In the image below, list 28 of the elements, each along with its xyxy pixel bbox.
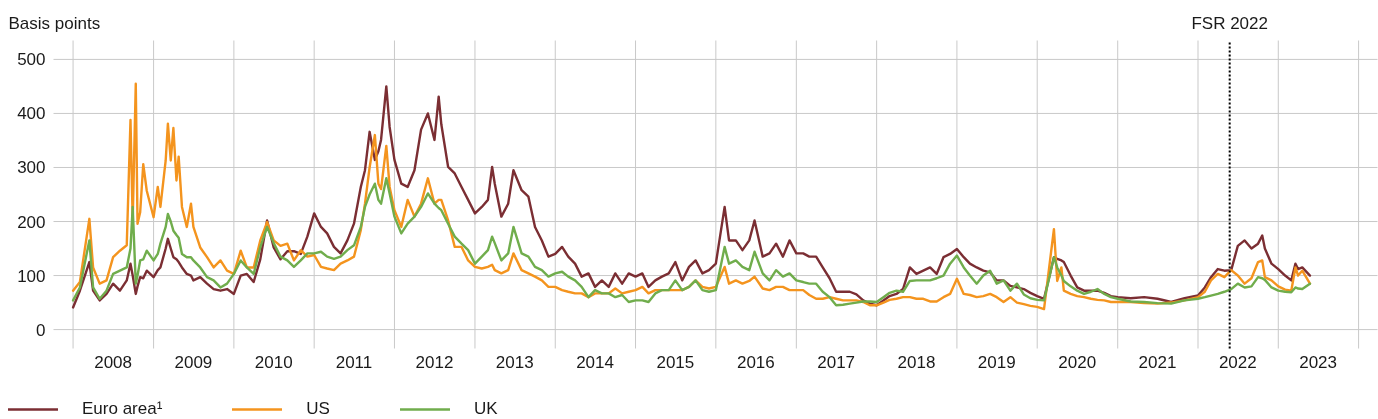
x-tick-label: 2009 — [174, 352, 213, 372]
x-tick-label: 2019 — [977, 352, 1016, 372]
y-axis-title: Basis points — [8, 13, 101, 33]
y-tick-label: 300 — [17, 158, 46, 178]
ref-line-label: FSR 2022 — [1191, 13, 1268, 33]
legend-label: UK — [473, 399, 498, 419]
legend-label: Euro area¹ — [82, 399, 163, 419]
x-tick-label: 2014 — [576, 352, 614, 372]
x-tick-label: 2011 — [335, 352, 373, 372]
x-tick-label: 2012 — [415, 352, 454, 372]
y-tick-label: 100 — [17, 266, 46, 286]
x-tick-label: 2021 — [1138, 352, 1177, 372]
x-tick-label: 2017 — [817, 352, 856, 372]
line-series — [71, 177, 1312, 307]
y-tick-label: 400 — [17, 104, 46, 124]
legend-label: US — [306, 399, 330, 419]
x-tick-label: 2008 — [94, 352, 133, 372]
x-tick-label: 2022 — [1218, 352, 1257, 372]
x-tick-label: 2018 — [897, 352, 936, 372]
y-tick-label: 200 — [17, 212, 46, 232]
x-tick-label: 2023 — [1299, 352, 1338, 372]
x-tick-label: 2020 — [1058, 352, 1097, 372]
x-tick-label: 2016 — [736, 352, 775, 372]
x-tick-label: 2010 — [254, 352, 293, 372]
x-tick-label: 2013 — [495, 352, 534, 372]
x-tick-label: 2015 — [656, 352, 695, 372]
y-tick-label: 0 — [36, 320, 46, 340]
y-tick-label: 500 — [17, 50, 46, 70]
